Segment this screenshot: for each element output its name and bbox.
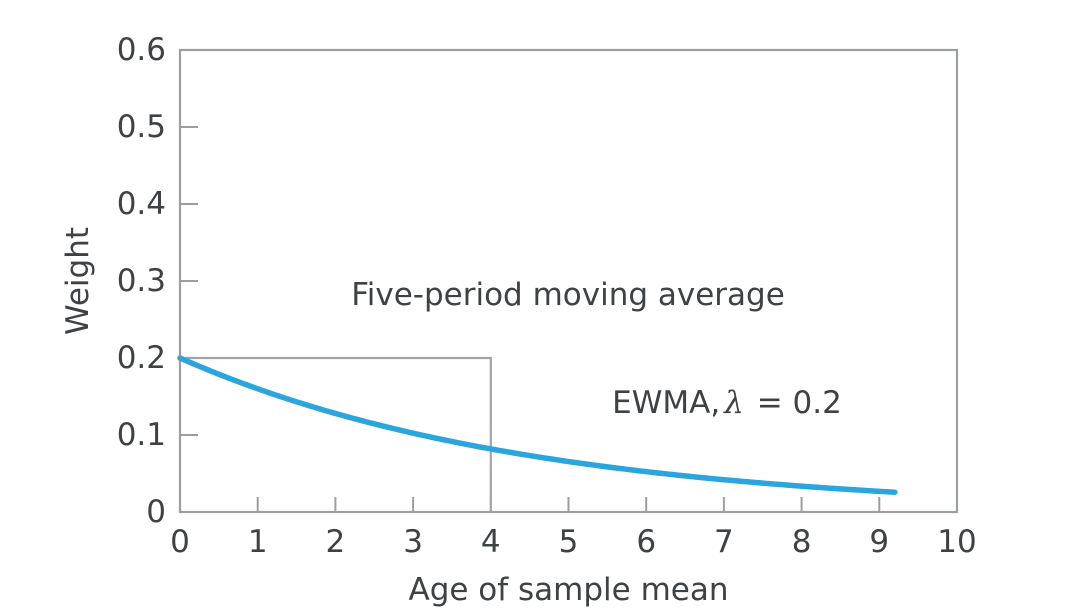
lambda-symbol: λ <box>724 385 744 421</box>
moving-average-outline <box>180 356 492 512</box>
y-tick-label: 0.3 <box>116 263 166 299</box>
x-tick-label: 9 <box>869 524 890 560</box>
ewma-annotation-prefix: EWMA, <box>612 385 721 421</box>
y-tick-label: 0.6 <box>116 32 166 68</box>
y-tick-label: 0.1 <box>116 417 166 453</box>
x-axis-title: Age of sample mean <box>408 572 729 608</box>
x-tick-label: 10 <box>937 524 977 560</box>
x-tick-label: 4 <box>480 524 501 560</box>
y-tick-label: 0.4 <box>116 186 166 222</box>
x-tick-label: 1 <box>247 524 268 560</box>
moving-average-annotation: Five-period moving average <box>351 277 785 313</box>
x-tick-label: 7 <box>714 524 734 560</box>
y-tick-label: 0 <box>146 494 166 530</box>
x-tick-label: 0 <box>170 524 190 560</box>
ewma-annotation: EWMA, λ = 0.2 <box>612 385 842 421</box>
ewma-curve <box>177 355 898 495</box>
x-tick-label: 2 <box>325 524 346 560</box>
y-axis-title: Weight <box>60 226 96 336</box>
x-tick-label: 5 <box>558 524 579 560</box>
y-tick-label: 0.5 <box>116 109 166 145</box>
x-tick-label: 3 <box>403 524 423 560</box>
x-tick-label: 6 <box>636 524 657 560</box>
y-tick-label: 0.2 <box>116 340 166 376</box>
ewma-annotation-suffix: = 0.2 <box>746 385 842 421</box>
x-tick-label: 8 <box>791 524 812 560</box>
